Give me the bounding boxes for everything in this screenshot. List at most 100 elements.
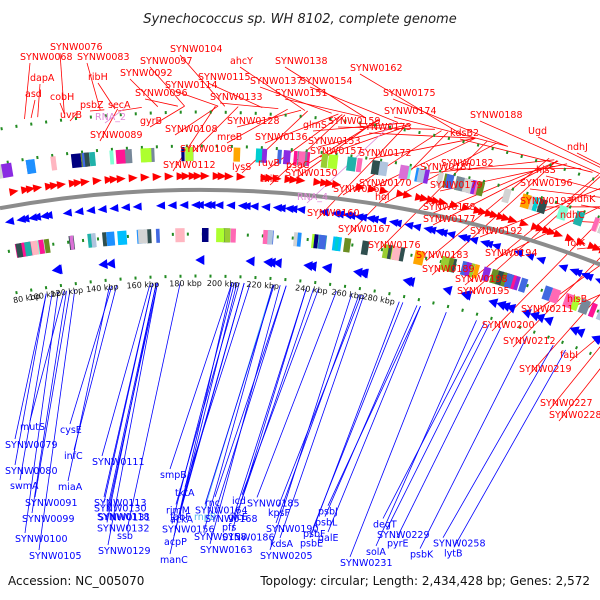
reverse-arrow	[214, 201, 224, 210]
gene-label: SYNW0089	[90, 130, 143, 141]
feature-block	[230, 228, 237, 243]
reverse-arrow	[53, 264, 63, 275]
tick-label: 160 kbp	[126, 280, 159, 291]
forward-arrow	[56, 181, 66, 190]
leader-line	[359, 73, 464, 136]
feature-block	[531, 196, 540, 212]
feature-block	[185, 147, 194, 162]
leader-line	[284, 98, 365, 118]
map-title: Synechococcus sp. WH 8102, complete geno…	[143, 12, 456, 27]
gene-label: SYNW0129	[98, 546, 151, 557]
forward-arrow	[260, 173, 270, 182]
gene-label: SYNW0170	[359, 178, 412, 189]
reverse-arrow	[392, 219, 403, 228]
feature-block	[346, 156, 357, 172]
gene-label: solA	[366, 547, 386, 558]
gene-label: psbZ	[80, 100, 104, 111]
forward-arrow	[431, 196, 441, 205]
gene-label: SYNW0258	[433, 539, 486, 550]
reverse-arrow	[319, 208, 329, 217]
feature-block	[233, 147, 241, 162]
feature-block	[320, 153, 329, 169]
leader-line	[179, 54, 226, 107]
feature-block	[541, 285, 554, 302]
leader-line	[279, 295, 365, 539]
leader-line	[368, 132, 476, 139]
reverse-arrow	[28, 213, 38, 222]
leader-line	[491, 220, 600, 332]
gene-label: degT	[373, 520, 397, 531]
leader-line	[241, 110, 308, 174]
forward-arrow	[553, 229, 564, 238]
feature-block	[390, 245, 402, 261]
feature-block	[143, 148, 152, 163]
gene-label: SYNW0097	[140, 56, 193, 67]
forward-arrow	[564, 233, 575, 241]
forward-arrow	[449, 200, 460, 209]
reverse-arrow	[132, 202, 142, 211]
feature-block	[327, 154, 339, 170]
gene-label: SYNW0229	[377, 530, 430, 541]
forward-arrow	[461, 203, 471, 211]
leader-line	[59, 102, 65, 114]
leader-line	[368, 137, 476, 190]
leader-line	[375, 320, 477, 547]
gene-label: asd	[25, 89, 42, 100]
feature-block	[69, 235, 75, 250]
gene-label: SYNW0153	[308, 136, 361, 147]
feature-block	[293, 150, 298, 166]
reverse-arrow	[346, 212, 356, 220]
leader-line	[275, 294, 360, 524]
leader-line	[204, 284, 275, 505]
leader-line	[393, 116, 509, 147]
leader-line	[107, 282, 158, 546]
gene-label: RNA_4	[297, 192, 328, 203]
feature-block	[413, 249, 426, 266]
gene-label: SYNW0173	[359, 122, 412, 133]
reverse-arrow	[377, 217, 387, 225]
reverse-arrow	[357, 268, 368, 279]
feature-block	[378, 161, 389, 177]
reverse-arrow	[461, 234, 471, 243]
leader-line	[29, 290, 65, 422]
leader-line	[442, 345, 554, 538]
feature-block	[577, 298, 592, 315]
forward-arrow	[44, 182, 55, 191]
tick-label: 220 kbp	[246, 280, 279, 291]
leader-line	[545, 175, 600, 191]
gene-label: SYNW0133	[210, 92, 263, 103]
reverse-arrow	[97, 205, 107, 213]
feature-block	[562, 292, 575, 309]
gene-label: pyrE	[387, 539, 409, 550]
leader-line	[466, 176, 600, 298]
reverse-arrow	[109, 204, 119, 213]
gene-label: SYNW0181	[420, 162, 473, 173]
gene-label: SYNW0186	[222, 532, 275, 543]
forward-arrow	[477, 207, 488, 216]
reverse-arrow	[591, 335, 600, 345]
feature-tracks	[0, 110, 600, 360]
leader-line	[528, 294, 600, 376]
reverse-arrow	[404, 221, 414, 230]
gene-label: miaA	[58, 482, 83, 493]
gene-label: SYNW0111	[92, 457, 145, 468]
reverse-arrow	[334, 210, 345, 219]
forward-arrow	[68, 179, 78, 188]
gene-label: SYNW0118	[97, 512, 150, 523]
gene-label: SYNW0231	[340, 558, 393, 569]
leader-line	[337, 126, 435, 130]
feature-block	[90, 233, 97, 248]
forward-arrow	[25, 185, 36, 194]
leader-line	[231, 287, 307, 532]
gene-label: SYNW0227	[540, 398, 593, 409]
feature-block	[140, 148, 145, 163]
leader-line	[327, 306, 421, 506]
leader-line	[149, 66, 185, 107]
leader-line	[89, 109, 105, 112]
leader-line	[368, 137, 476, 160]
leader-line	[171, 282, 235, 524]
reverse-arrow	[388, 219, 399, 227]
leader-line	[386, 323, 490, 529]
feature-block	[572, 210, 586, 227]
gene-label: SYNW0182	[441, 158, 494, 169]
